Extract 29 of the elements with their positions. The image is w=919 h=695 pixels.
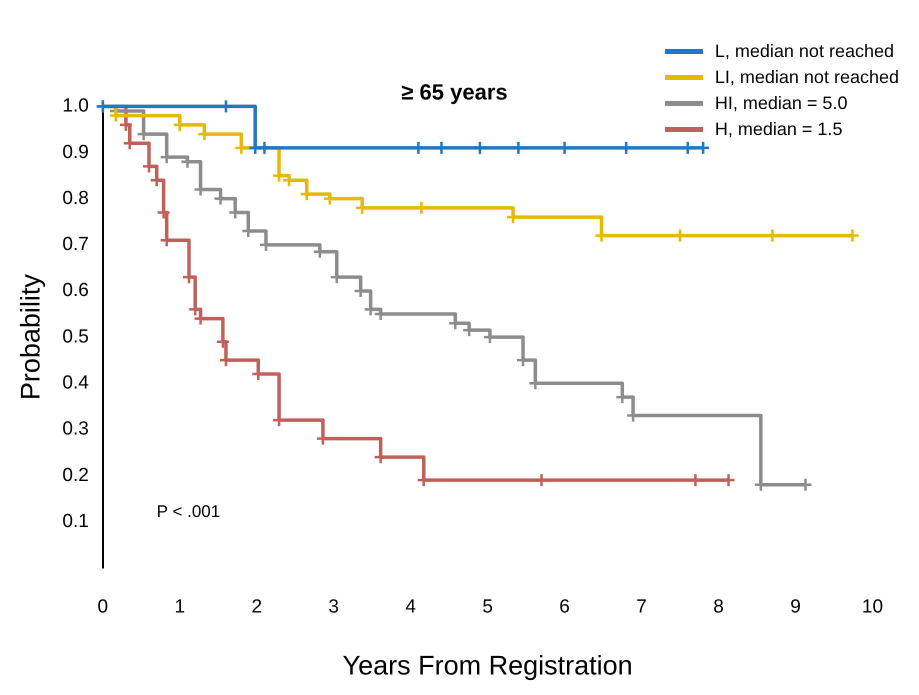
y-axis-title: Probability <box>16 274 46 400</box>
x-tick-label: 9 <box>790 596 801 618</box>
y-tick-label: 0.4 <box>62 372 90 394</box>
y-tick-label: 0.3 <box>62 418 89 440</box>
y-tick-label: 0.6 <box>62 280 89 302</box>
legend-label: HI, median = 5.0 <box>714 92 848 115</box>
y-tick-label: 0.7 <box>62 234 89 256</box>
x-tick-label: 10 <box>862 596 884 618</box>
annotation: P < .001 <box>156 502 220 522</box>
x-tick-label: 6 <box>559 596 570 618</box>
x-tick-label: 4 <box>405 596 416 618</box>
chart-title: ≥ 65 years <box>401 79 508 104</box>
y-tick-label: 0.8 <box>62 188 89 209</box>
x-tick-label: 5 <box>482 596 493 618</box>
y-tick-label: 0.2 <box>62 464 89 486</box>
x-tick-label: 3 <box>328 596 339 618</box>
y-tick-label: 0.9 <box>62 142 89 163</box>
x-tick-label: 0 <box>98 596 108 618</box>
x-tick-label: 2 <box>251 596 262 618</box>
x-tick-label: 8 <box>713 596 724 618</box>
x-tick-label: 1 <box>174 596 186 618</box>
x-axis-title: Years From Registration <box>342 650 633 680</box>
legend-label: LI, median not reached <box>714 66 899 89</box>
legend-label: H, median = 1.5 <box>714 118 842 141</box>
y-tick-label: 0.5 <box>62 326 89 348</box>
legend-label: L, median not reached <box>714 40 894 63</box>
y-tick-label: 1.0 <box>62 96 89 117</box>
x-tick-label: 7 <box>636 596 647 618</box>
y-tick-label: 0.1 <box>62 510 89 532</box>
